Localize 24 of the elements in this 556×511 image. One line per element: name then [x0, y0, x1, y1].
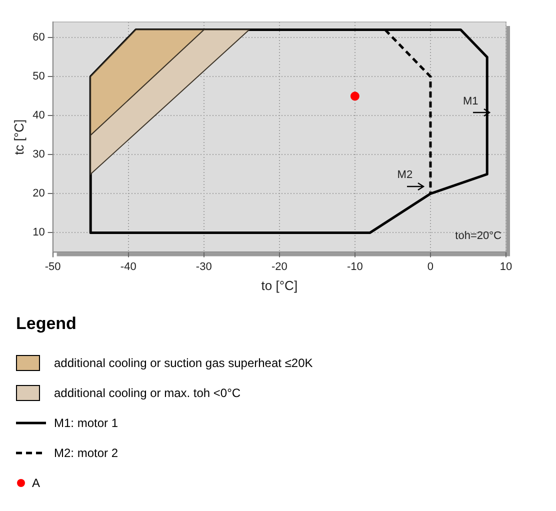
x-tick-label: -10: [346, 260, 363, 273]
y-tick-label: 50: [32, 70, 45, 83]
x-tick-label: -30: [196, 260, 212, 273]
annotation: M2: [397, 169, 413, 182]
x-tick-label: 10: [500, 260, 512, 273]
legend-label: M2: motor 2: [54, 446, 118, 460]
annotation: M1: [463, 95, 478, 108]
y-tick-label: 40: [32, 110, 45, 122]
legend-title: Legend: [16, 314, 78, 334]
y-tick-label: 20: [32, 188, 45, 200]
y-tick-label: 60: [32, 32, 45, 44]
legend-label: A: [32, 476, 40, 490]
legend-label: additional cooling or suction gas superheat ≤20K: [54, 356, 313, 370]
x-tick-label: 0: [427, 260, 434, 273]
x-tick-label: -40: [120, 260, 136, 273]
annotation: toh=20°C: [455, 230, 502, 242]
x-tick-label: -20: [271, 260, 288, 273]
y-tick-label: 30: [32, 148, 45, 161]
y-tick-label: 10: [32, 226, 45, 239]
legend-label: M1: motor 1: [54, 416, 118, 430]
y-axis-title: tc [°C]: [11, 119, 26, 155]
legend-label: additional cooling or max. toh <0°C: [54, 386, 241, 400]
x-tick-label: -50: [44, 260, 61, 273]
x-axis-title: to [°C]: [261, 278, 298, 293]
